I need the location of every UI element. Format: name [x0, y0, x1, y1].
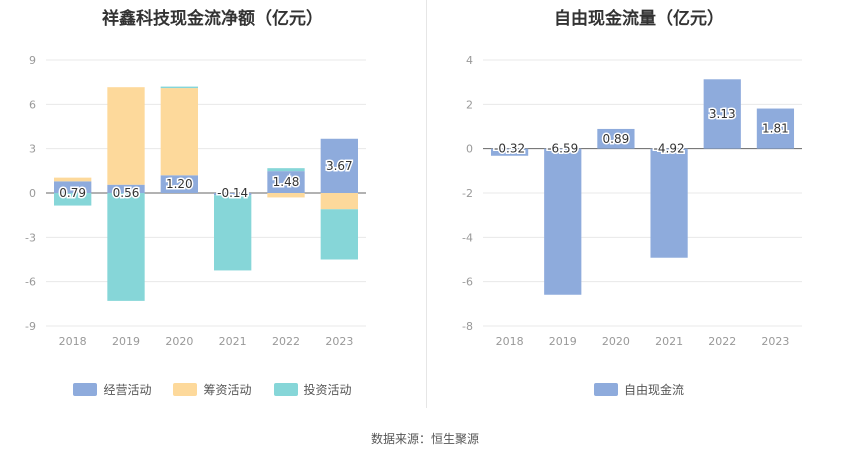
bar-2023-series-2: [320, 209, 358, 260]
bar-2020-series-0: [597, 128, 635, 149]
y-tick-label: -6: [462, 276, 473, 289]
legend-swatch: [173, 383, 198, 396]
data-label: 1.20: [166, 177, 193, 191]
bar-2023-series-0: [320, 138, 358, 193]
x-tick-label: 2019: [549, 335, 577, 348]
data-label: 0.56: [113, 186, 140, 200]
y-tick-label: 3: [29, 143, 36, 156]
cashflow-net-chart: 祥鑫科技现金流净额（亿元） 9 6 3 0 -3 -6 -9 0.79 2018 0.56 2019…: [0, 0, 425, 410]
bar-2022-series-1: [267, 193, 305, 198]
y-tick-label: -3: [25, 231, 36, 244]
x-tick-label: 2023: [761, 335, 789, 348]
cashflow-net-plot: 9 6 3 0 -3 -6 -9 0.79 2018 0.56 2019 1.20 2020 -0.14 2…: [25, 54, 366, 348]
free-cashflow-plot: 4 2 0 -2 -4 -6 -8 -0.32 2018 -6.59 2019 0.89 2020 -4.…: [462, 54, 802, 348]
x-tick-label: 2018: [59, 335, 87, 348]
y-tick-label: -6: [25, 276, 36, 289]
data-label: 3.67: [326, 159, 353, 173]
bar-2019-series-0: [107, 184, 145, 193]
data-label: -0.32: [494, 142, 525, 156]
x-tick-label: 2023: [325, 335, 353, 348]
bar-2019-series-1: [107, 87, 145, 185]
legend-swatch: [73, 383, 98, 396]
legend-label: 经营活动: [103, 383, 152, 397]
bar-2023-series-0: [756, 108, 795, 149]
legend-label: 投资活动: [303, 383, 352, 397]
data-label: -4.92: [654, 142, 685, 156]
data-label: 0.79: [59, 186, 86, 200]
y-tick-label: -8: [462, 320, 473, 333]
bar-2019-series-0: [544, 148, 582, 295]
legend: 经营活动 筹资活动 投资活动: [0, 381, 425, 398]
x-tick-label: 2022: [272, 335, 300, 348]
legend-item[interactable]: 自由现金流: [593, 381, 684, 398]
panel-divider: [426, 0, 427, 408]
bar-2022-series-2: [267, 168, 305, 172]
chart-title: 自由现金流量（亿元）: [554, 9, 724, 29]
bar-2021-series-2: [214, 195, 252, 271]
bar-2020-series-1: [160, 88, 198, 176]
bar-2020-series-0: [160, 175, 198, 193]
bar-2018-series-0: [54, 181, 92, 193]
y-tick-label: 4: [466, 54, 473, 67]
legend-item[interactable]: 筹资活动: [173, 381, 252, 398]
y-tick-label: -2: [462, 187, 473, 200]
bar-2020-series-2: [160, 86, 198, 89]
x-tick-label: 2022: [708, 335, 736, 348]
legend-item[interactable]: 经营活动: [73, 381, 151, 398]
bar-2018-series-1: [54, 177, 92, 182]
bar-2021-series-0: [650, 148, 688, 258]
bar-2019-series-2: [107, 193, 145, 301]
x-tick-label: 2019: [112, 335, 140, 348]
x-tick-label: 2020: [165, 335, 193, 348]
x-tick-label: 2021: [655, 335, 683, 348]
chart-title: 祥鑫科技现金流净额（亿元）: [102, 9, 323, 29]
legend: 自由现金流: [428, 381, 850, 398]
y-tick-label: 9: [29, 54, 36, 67]
y-tick-label: -9: [25, 320, 36, 333]
data-label: -0.14: [217, 186, 248, 200]
data-label: 0.89: [603, 132, 630, 146]
data-label: -6.59: [547, 142, 578, 156]
x-tick-label: 2020: [602, 335, 630, 348]
x-tick-label: 2018: [496, 335, 524, 348]
data-label: 3.13: [709, 107, 736, 121]
bar-2021-series-0: [214, 193, 252, 196]
data-label: 1.48: [273, 175, 300, 189]
legend-label: 自由现金流: [623, 383, 684, 397]
legend-swatch: [273, 383, 298, 396]
bar-2022-series-0: [703, 79, 741, 149]
y-tick-label: 0: [29, 187, 36, 200]
y-tick-label: -4: [462, 231, 473, 244]
y-tick-label: 2: [466, 98, 473, 111]
bar-2023-series-1: [320, 193, 358, 210]
free-cashflow-chart: 自由现金流量（亿元） 4 2 0 -2 -4 -6 -8 -0.32 2018 -6.59 2019…: [428, 0, 850, 410]
data-label: 1.81: [762, 122, 789, 136]
legend-item[interactable]: 投资活动: [273, 381, 352, 398]
legend-label: 筹资活动: [203, 383, 252, 397]
bar-2018-series-0: [490, 148, 529, 156]
bar-2018-series-2: [54, 193, 92, 206]
y-tick-label: 6: [29, 98, 36, 111]
y-tick-label: 0: [466, 143, 473, 156]
legend-swatch: [593, 383, 618, 396]
data-source-note: 数据来源：恒生聚源: [370, 432, 479, 446]
bar-2022-series-0: [267, 171, 305, 193]
x-tick-label: 2021: [219, 335, 247, 348]
